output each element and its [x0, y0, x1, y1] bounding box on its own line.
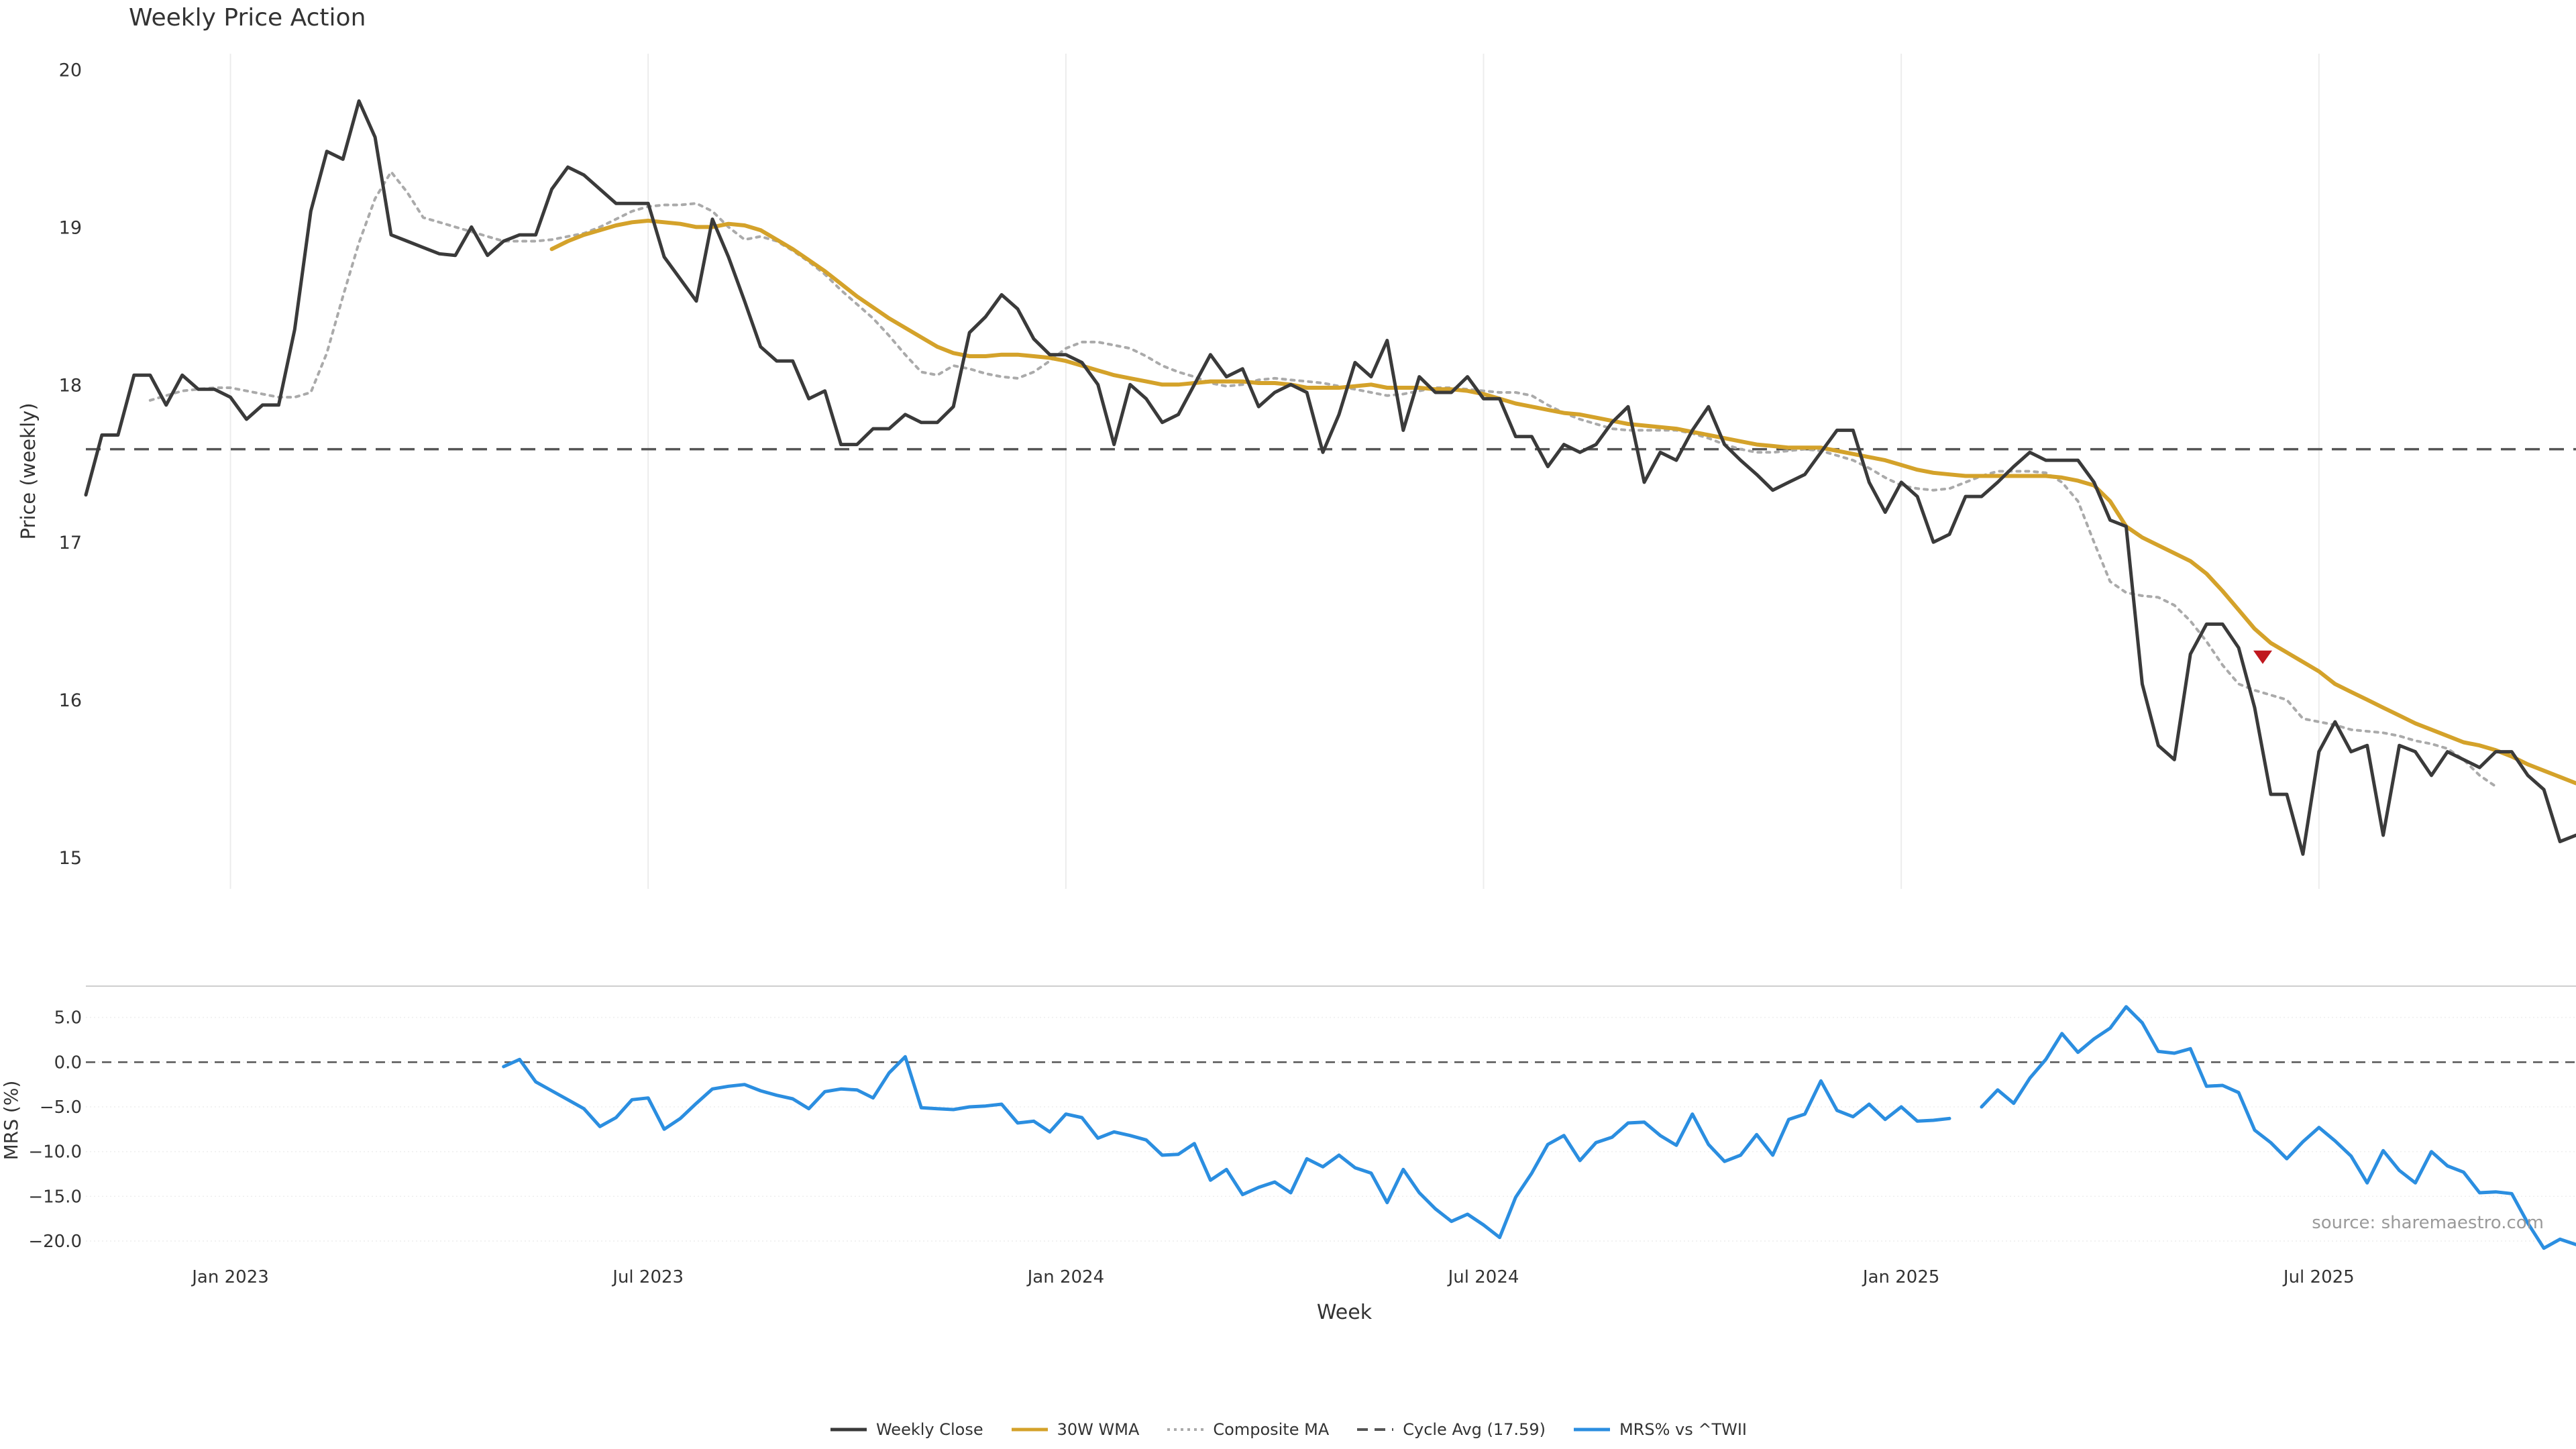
price-y-tick-label: 19: [59, 217, 82, 238]
mrs-y-tick-label: −10.0: [28, 1142, 82, 1163]
legend-item: 30W WMA: [1010, 1420, 1140, 1439]
x-tick-label: Jul 2025: [2282, 1267, 2355, 1287]
legend-label: Composite MA: [1213, 1420, 1330, 1439]
price-y-tick-label: 17: [59, 533, 82, 553]
legend-item: Composite MA: [1166, 1420, 1329, 1439]
mrs-y-tick-label: 0.0: [54, 1053, 82, 1073]
x-tick-label: Jan 2025: [1862, 1267, 1940, 1287]
legend-swatch: [1357, 1428, 1394, 1431]
chart-title: Weekly Price Action: [129, 4, 366, 32]
legend-swatch: [830, 1428, 867, 1432]
legend-label: Cycle Avg (17.59): [1403, 1420, 1546, 1439]
source-watermark: source: sharemaestro.com: [2312, 1213, 2544, 1233]
sell-signal-marker: [2253, 650, 2273, 664]
price-y-tick-label: 15: [59, 848, 82, 869]
x-tick-label: Jan 2023: [191, 1267, 269, 1287]
legend-swatch: [1011, 1428, 1048, 1432]
mrs-y-axis-label: MRS (%): [0, 1081, 22, 1161]
mrs-line-segment: [1980, 1005, 2576, 1250]
legend-swatch: [1167, 1428, 1204, 1431]
legend-label: 30W WMA: [1057, 1420, 1140, 1439]
legend-item: Cycle Avg (17.59): [1356, 1420, 1546, 1439]
price-y-tick-label: 16: [59, 690, 82, 711]
mrs-line-segment: [502, 1055, 1951, 1240]
weekly-close-line: [84, 99, 2576, 856]
price-y-tick-label: 20: [59, 60, 82, 80]
x-tick-label: Jan 2024: [1026, 1267, 1105, 1287]
legend-swatch: [1573, 1428, 1610, 1432]
legend-label: MRS% vs ^TWII: [1619, 1420, 1748, 1439]
price-y-tick-label: 18: [59, 375, 82, 396]
mrs-y-tick-label: 5.0: [54, 1008, 82, 1028]
price-y-axis-label: Price (weekly): [17, 402, 40, 539]
legend-item: Weekly Close: [829, 1420, 983, 1439]
x-axis-label: Week: [1317, 1301, 1373, 1324]
mrs-y-tick-label: −15.0: [28, 1187, 82, 1207]
mrs-y-tick-label: −20.0: [28, 1232, 82, 1252]
legend-label: Weekly Close: [875, 1420, 983, 1439]
price-panel: 15 16 17 18 19 20 Price (weekly): [17, 54, 2576, 889]
x-tick-label: Jul 2024: [1447, 1267, 1519, 1287]
x-tick-label: Jul 2023: [611, 1267, 684, 1287]
legend-item: MRS% vs ^TWII: [1572, 1420, 1747, 1439]
mrs-panel: 5.0 0.0 −5.0 −10.0 −15.0 −20.0 MRS (%) Jan 2023…: [0, 985, 2576, 1324]
wma-30w-line: [549, 219, 2576, 786]
composite-ma-line: [148, 170, 2498, 788]
mrs-y-tick-label: −5.0: [40, 1097, 82, 1118]
legend: Weekly Close 30W WMA Composite MA Cycle Avg…: [0, 1417, 2576, 1442]
